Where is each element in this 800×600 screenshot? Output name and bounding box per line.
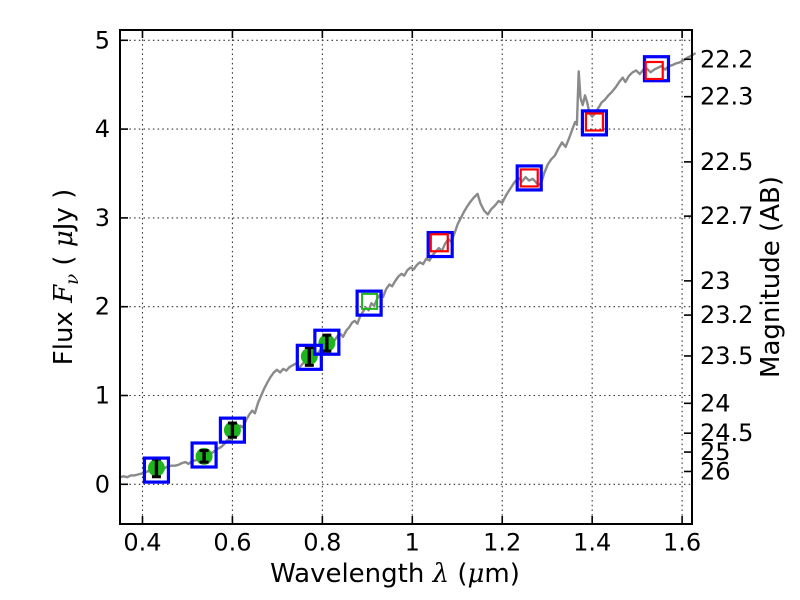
y-tick-label-magnitude: 22.5: [700, 148, 753, 176]
model-point-marker-red: [519, 168, 539, 188]
model-point-marker-red: [584, 112, 605, 132]
y-tick-label-flux: 5: [95, 26, 110, 54]
y-tick-label-magnitude: 23: [700, 267, 731, 295]
model-point-marker-blue: [515, 164, 543, 192]
model-point-marker-blue: [142, 456, 171, 484]
y-tick-label-flux: 4: [95, 115, 110, 143]
y-tick-label-magnitude: 26: [700, 457, 731, 485]
observed-point-marker-open: [361, 292, 379, 310]
model-point-marker-red: [644, 60, 664, 81]
x-tick-label: 1: [405, 529, 420, 557]
x-axis-label: Wavelength λ (μm): [270, 559, 520, 589]
model-point-marker-blue: [426, 230, 454, 259]
x-tick-label: 1.2: [483, 529, 521, 557]
model-point-marker-blue: [580, 109, 609, 137]
model-point-marker-blue: [190, 441, 218, 469]
y-tick-label-magnitude: 23.5: [700, 342, 753, 370]
y-tick-label-magnitude: 25: [700, 438, 731, 466]
y-tick-label-magnitude: 24.5: [700, 419, 753, 447]
y-tick-label-flux: 2: [95, 293, 110, 321]
x-tick-label: 0.6: [213, 529, 251, 557]
spectrum-path: [118, 52, 696, 479]
y-tick-label-flux: 0: [95, 470, 110, 498]
y-tick-label-magnitude: 22.7: [700, 202, 753, 230]
axes-frame: [119, 29, 693, 525]
y-tick-label-magnitude: 22.3: [700, 83, 753, 111]
model-point-marker-blue: [355, 289, 383, 317]
x-tick-label: 0.8: [303, 529, 341, 557]
y-axis-label-right: Magnitude (AB): [756, 176, 786, 378]
model-point-marker-blue: [218, 416, 247, 444]
x-tick-label: 1.6: [663, 529, 701, 557]
y-tick-label-flux: 3: [95, 204, 110, 232]
y-tick-label-magnitude: 22.2: [700, 45, 753, 73]
y-tick-label-magnitude: 23.2: [700, 301, 753, 329]
x-tick-label: 1.4: [573, 529, 611, 557]
model-point-marker-blue: [313, 328, 341, 356]
y-tick-label-flux: 1: [95, 382, 110, 410]
model-point-marker-blue: [295, 343, 323, 371]
model-point-marker-blue: [642, 55, 671, 83]
x-tick-label: 0.4: [123, 529, 161, 557]
y-axis-label-left: Flux Fν ( μJy ): [49, 189, 83, 365]
model-point-marker-red: [429, 233, 449, 253]
y-tick-label-magnitude: 24: [700, 389, 731, 417]
